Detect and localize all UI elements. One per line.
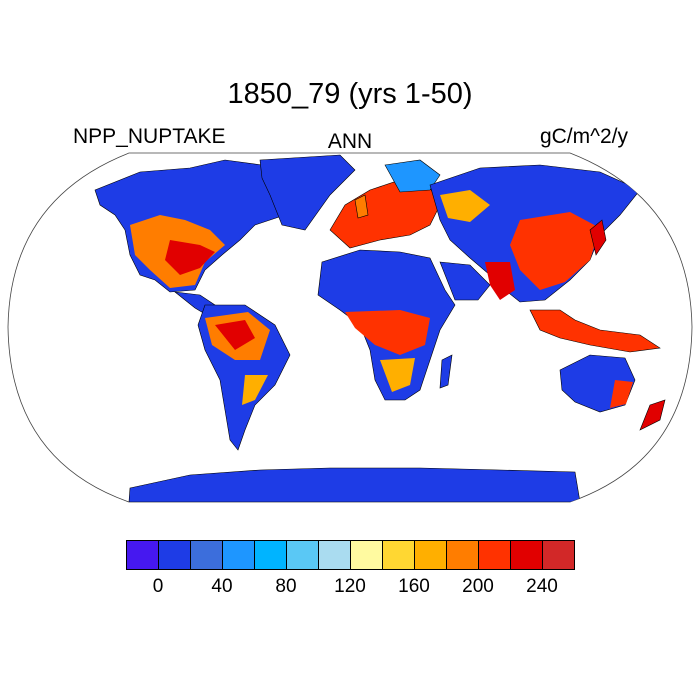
africa-equatorial bbox=[345, 310, 430, 355]
south-america-south-warm bbox=[242, 375, 268, 405]
colorbar-swatch bbox=[510, 540, 543, 570]
colorbar-swatch bbox=[478, 540, 511, 570]
colorbar-swatch bbox=[190, 540, 223, 570]
landmass-indonesia bbox=[529, 309, 661, 353]
colorbar-swatch bbox=[318, 540, 351, 570]
colorbar-swatch bbox=[382, 540, 415, 570]
colorbar-swatch bbox=[414, 540, 447, 570]
colorbar-tick-label: 120 bbox=[334, 576, 366, 597]
australia-east-hot bbox=[610, 380, 633, 408]
south-america-core bbox=[215, 320, 255, 350]
variable-label: NPP_NUPTAKE bbox=[73, 125, 226, 148]
landmass-antarctica bbox=[128, 467, 581, 502]
colorbar-swatch bbox=[126, 540, 159, 570]
landmass-madagascar bbox=[439, 354, 453, 389]
landmass-arabia bbox=[439, 261, 491, 301]
landmass-greenland bbox=[259, 154, 356, 231]
map-title: 1850_79 (yrs 1-50) bbox=[227, 78, 473, 110]
landmass-new-zealand bbox=[639, 399, 666, 431]
colorbar-tick-label: 200 bbox=[462, 576, 494, 597]
colorbar-swatch bbox=[446, 540, 479, 570]
africa-south-warm bbox=[380, 358, 415, 392]
colorbar-tick-label: 0 bbox=[152, 576, 164, 597]
asia-east-hot bbox=[510, 212, 600, 290]
colorbar-tick-label: 240 bbox=[526, 576, 558, 597]
colorbar-swatch bbox=[286, 540, 319, 570]
landmass-japan bbox=[589, 219, 607, 256]
colorbar-tick-label: 80 bbox=[275, 576, 297, 597]
asia-north-warm bbox=[440, 190, 490, 222]
colorbar-swatch bbox=[158, 540, 191, 570]
scandinavia bbox=[384, 159, 441, 193]
colorbar-swatch bbox=[542, 540, 575, 570]
colorbar-swatch bbox=[254, 540, 287, 570]
colorbar-swatch bbox=[350, 540, 383, 570]
colorbar-swatch bbox=[222, 540, 255, 570]
colorbar-tick-label: 40 bbox=[211, 576, 233, 597]
landmass-uk bbox=[354, 194, 369, 219]
season-label: ANN bbox=[327, 130, 373, 153]
asia-south-hot bbox=[485, 262, 515, 300]
colorbar-tick-label: 160 bbox=[398, 576, 430, 597]
units-label: gC/m^2/y bbox=[539, 125, 628, 148]
north-america-hot bbox=[165, 240, 215, 275]
